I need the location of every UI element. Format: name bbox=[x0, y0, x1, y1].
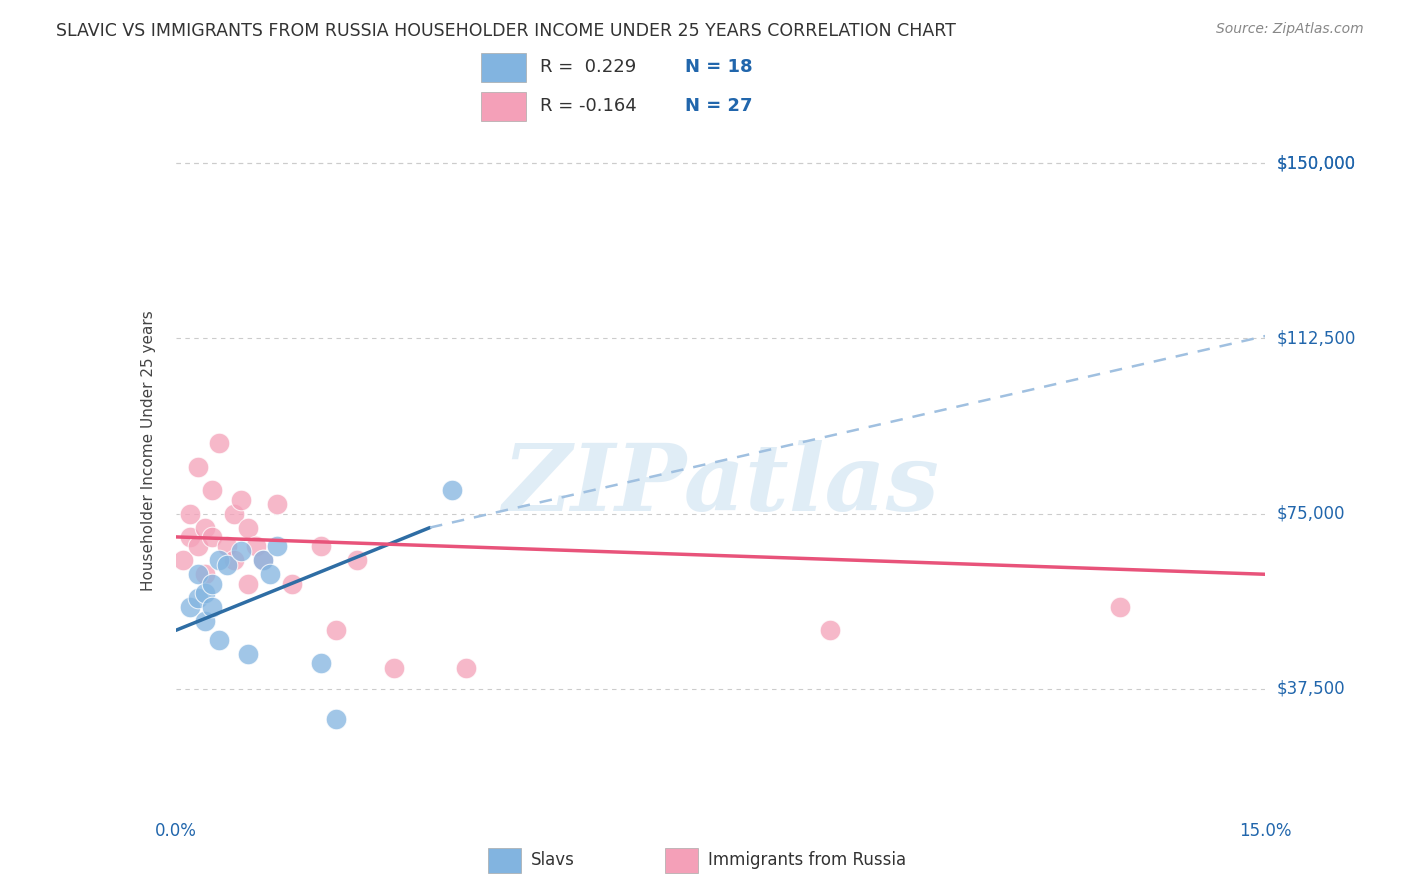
Point bbox=[215, 539, 238, 553]
Point bbox=[266, 539, 288, 553]
Point bbox=[186, 539, 209, 553]
Point bbox=[346, 553, 368, 567]
Point bbox=[238, 520, 260, 534]
Text: 15.0%: 15.0% bbox=[1239, 822, 1292, 839]
Point bbox=[201, 530, 224, 544]
FancyBboxPatch shape bbox=[488, 847, 522, 873]
Point bbox=[252, 553, 274, 567]
Text: N = 18: N = 18 bbox=[685, 59, 752, 77]
Text: SLAVIC VS IMMIGRANTS FROM RUSSIA HOUSEHOLDER INCOME UNDER 25 YEARS CORRELATION C: SLAVIC VS IMMIGRANTS FROM RUSSIA HOUSEHO… bbox=[56, 22, 956, 40]
Point bbox=[309, 539, 332, 553]
Point bbox=[179, 530, 201, 544]
Point bbox=[382, 661, 405, 675]
Point bbox=[238, 647, 260, 661]
Point bbox=[186, 459, 209, 474]
Point bbox=[194, 520, 217, 534]
Text: Slavs: Slavs bbox=[531, 851, 575, 869]
Point bbox=[231, 544, 253, 558]
Text: R = -0.164: R = -0.164 bbox=[540, 97, 637, 115]
Text: 0.0%: 0.0% bbox=[155, 822, 197, 839]
Text: $150,000: $150,000 bbox=[1277, 154, 1355, 172]
Point bbox=[222, 553, 245, 567]
Point bbox=[245, 539, 267, 553]
Point bbox=[194, 614, 217, 628]
Text: $150,000: $150,000 bbox=[1277, 154, 1355, 172]
Text: Immigrants from Russia: Immigrants from Russia bbox=[707, 851, 905, 869]
Point bbox=[208, 553, 231, 567]
Point bbox=[440, 483, 463, 498]
Point bbox=[208, 632, 231, 647]
Text: Source: ZipAtlas.com: Source: ZipAtlas.com bbox=[1216, 22, 1364, 37]
Point bbox=[309, 656, 332, 670]
Point bbox=[818, 624, 841, 638]
Point bbox=[215, 558, 238, 572]
Point bbox=[266, 497, 288, 511]
Point bbox=[238, 576, 260, 591]
Point bbox=[186, 567, 209, 582]
Point bbox=[456, 661, 478, 675]
Text: $112,500: $112,500 bbox=[1277, 329, 1355, 347]
FancyBboxPatch shape bbox=[481, 92, 526, 120]
Point bbox=[179, 507, 201, 521]
Text: R =  0.229: R = 0.229 bbox=[540, 59, 636, 77]
Text: Householder Income Under 25 years: Householder Income Under 25 years bbox=[141, 310, 156, 591]
Point bbox=[208, 436, 231, 450]
FancyBboxPatch shape bbox=[481, 54, 526, 82]
Point bbox=[194, 586, 217, 600]
Point bbox=[259, 567, 281, 582]
Point bbox=[231, 492, 253, 507]
Point bbox=[325, 624, 347, 638]
Point bbox=[222, 507, 245, 521]
Point bbox=[201, 599, 224, 614]
Point bbox=[201, 576, 224, 591]
Point bbox=[281, 576, 304, 591]
Point bbox=[1109, 599, 1132, 614]
Point bbox=[194, 567, 217, 582]
FancyBboxPatch shape bbox=[665, 847, 699, 873]
Text: $37,500: $37,500 bbox=[1277, 680, 1346, 698]
Text: $75,000: $75,000 bbox=[1277, 505, 1346, 523]
Point bbox=[179, 599, 201, 614]
Point bbox=[201, 483, 224, 498]
Point bbox=[252, 553, 274, 567]
Text: ZIPatlas: ZIPatlas bbox=[502, 440, 939, 530]
Text: N = 27: N = 27 bbox=[685, 97, 752, 115]
Point bbox=[172, 553, 194, 567]
Point bbox=[325, 712, 347, 726]
Point bbox=[186, 591, 209, 605]
